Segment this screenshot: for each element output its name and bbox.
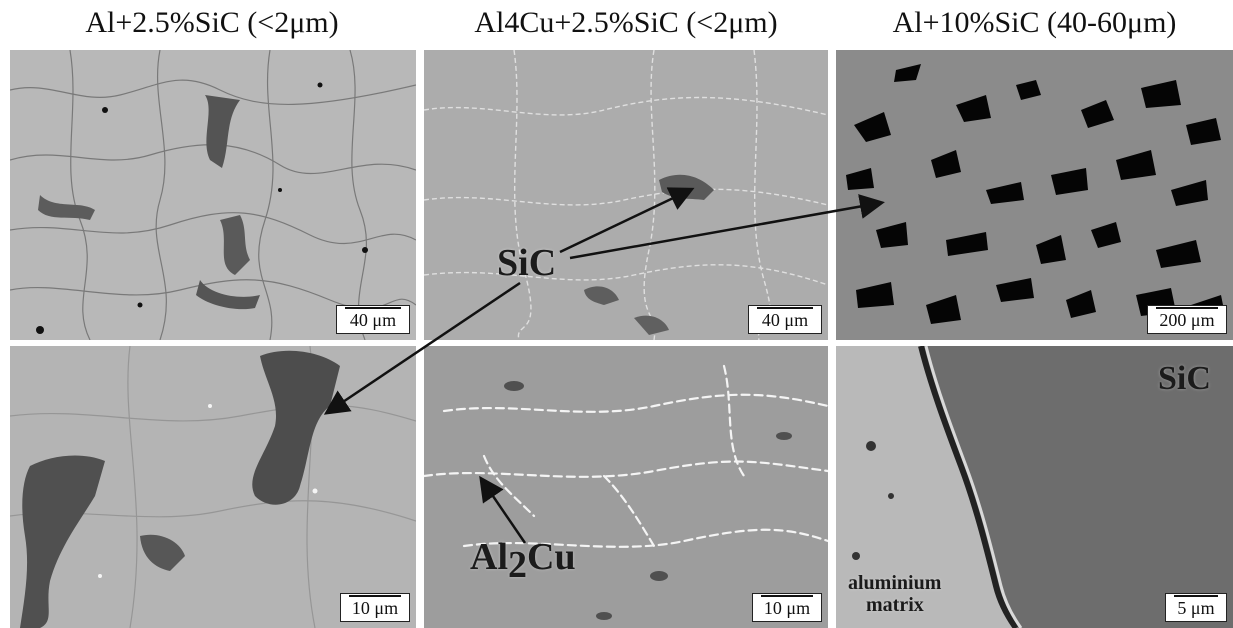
scale-bar-label: 5 μm [1177, 598, 1215, 618]
label-al2cu: Al2Cu [470, 535, 576, 586]
micrograph-al4cu-sic-low-mag: 40 μm [424, 50, 828, 340]
scale-bar-line [1174, 595, 1218, 597]
scale-bar-line [1156, 307, 1218, 309]
label-matrix-line2: matrix [866, 594, 924, 616]
scale-bar-label: 10 μm [351, 598, 399, 618]
micrograph-al4cu-sic-high-mag: 10 μm [424, 346, 828, 628]
micrograph-image [10, 50, 416, 340]
title-col1: Al+2.5%SiC (<2μm) [85, 6, 339, 39]
scale-bar-top-middle: 40 μm [748, 305, 822, 334]
scale-bar-bottom-right: 5 μm [1165, 593, 1227, 622]
label-al2cu-cu: Cu [527, 536, 576, 578]
scale-bar-line [757, 307, 813, 309]
scale-bar-bottom-left: 10 μm [340, 593, 410, 622]
scale-bar-label: 40 μm [349, 310, 397, 330]
micrograph-image [836, 50, 1233, 340]
scale-bar-label: 200 μm [1159, 310, 1215, 330]
scale-bar-line [349, 595, 401, 597]
label-al2cu-subscript: 2 [508, 544, 527, 586]
micrograph-image [424, 50, 828, 340]
scale-bar-bottom-middle: 10 μm [752, 593, 822, 622]
scale-bar-top-left: 40 μm [336, 305, 410, 334]
label-sic-corner: SiC [1158, 360, 1211, 397]
scale-bar-line [761, 595, 813, 597]
label-aluminium-matrix: aluminium matrix [848, 572, 941, 616]
micrograph-al-sic-high-mag: 10 μm [10, 346, 416, 628]
micrograph-image [424, 346, 828, 628]
micrograph-image [10, 346, 416, 628]
label-matrix-line1: aluminium [848, 572, 942, 594]
micrograph-al-sic-low-mag: 40 μm [10, 50, 416, 340]
micrograph-interface-high-mag: 5 μm [836, 346, 1233, 628]
label-sic-center: SiC [497, 242, 557, 284]
scale-bar-label: 40 μm [761, 310, 809, 330]
title-col2: Al4Cu+2.5%SiC (<2μm) [474, 6, 778, 39]
label-al2cu-al: Al [470, 536, 508, 578]
title-col3: Al+10%SiC (40-60μm) [892, 6, 1177, 39]
scale-bar-top-right: 200 μm [1147, 305, 1227, 334]
micrograph-image [836, 346, 1233, 628]
micrograph-al-sic-large-particles: 200 μm [836, 50, 1233, 340]
scale-bar-label: 10 μm [763, 598, 811, 618]
